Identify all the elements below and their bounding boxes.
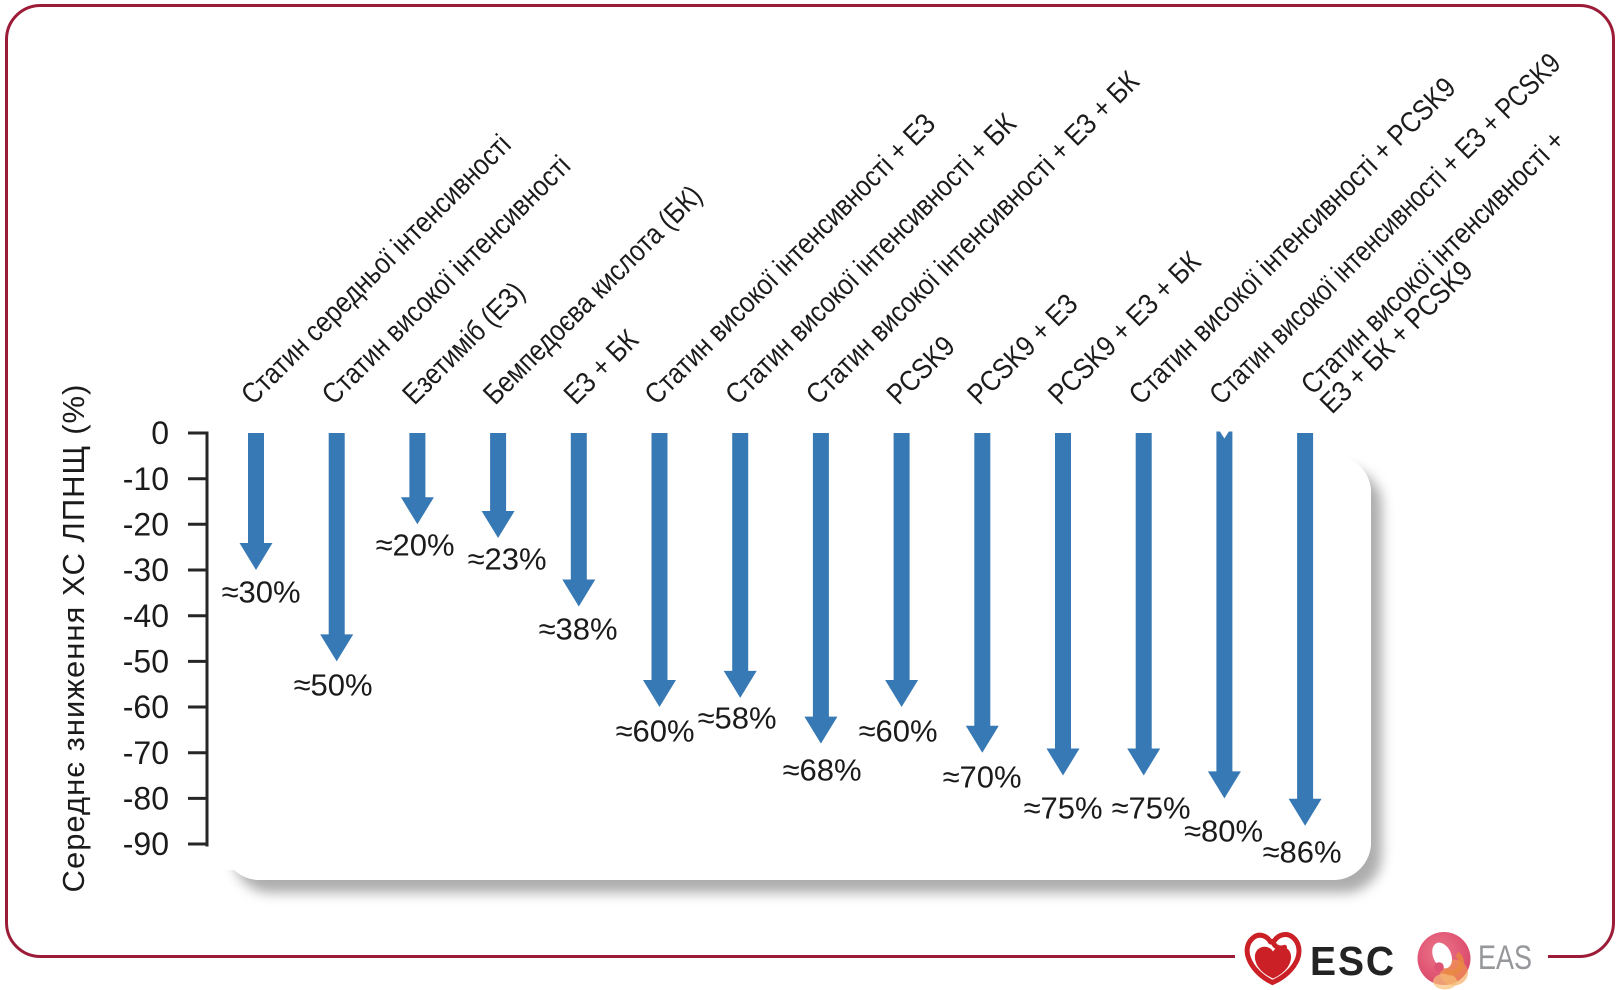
svg-text:-90: -90 <box>123 826 169 862</box>
svg-text:-50: -50 <box>123 644 169 680</box>
svg-text:≈86%: ≈86% <box>1262 835 1341 870</box>
svg-text:-30: -30 <box>123 552 169 588</box>
svg-text:≈58%: ≈58% <box>697 701 776 736</box>
svg-text:≈60%: ≈60% <box>858 714 937 749</box>
svg-text:≈70%: ≈70% <box>942 760 1021 795</box>
svg-text:≈23%: ≈23% <box>467 542 546 577</box>
svg-text:-20: -20 <box>123 507 169 543</box>
svg-text:-10: -10 <box>123 461 169 497</box>
svg-text:-80: -80 <box>123 781 169 817</box>
svg-text:≈30%: ≈30% <box>221 575 300 610</box>
svg-text:-40: -40 <box>123 598 169 634</box>
svg-text:Середнє зниження ХС ЛПНЩ (%): Середнє зниження ХС ЛПНЩ (%) <box>56 384 91 893</box>
svg-text:≈60%: ≈60% <box>615 714 694 749</box>
svg-text:-60: -60 <box>123 689 169 725</box>
svg-text:0: 0 <box>151 415 169 451</box>
svg-text:≈75%: ≈75% <box>1023 790 1102 825</box>
svg-text:≈50%: ≈50% <box>293 668 372 703</box>
svg-text:ESC: ESC <box>1310 938 1396 984</box>
svg-text:≈20%: ≈20% <box>375 528 454 563</box>
svg-text:≈38%: ≈38% <box>538 612 617 647</box>
svg-text:≈68%: ≈68% <box>782 753 861 788</box>
svg-text:≈75%: ≈75% <box>1111 790 1190 825</box>
svg-text:EAS: EAS <box>1478 939 1532 977</box>
svg-text:≈80%: ≈80% <box>1184 813 1263 848</box>
svg-text:-70: -70 <box>123 735 169 771</box>
